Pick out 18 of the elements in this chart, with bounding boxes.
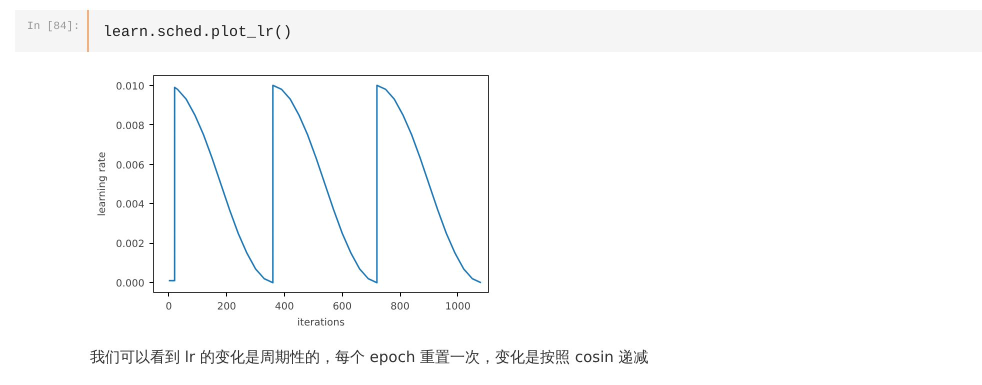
y-axis-title: learning rate — [96, 152, 108, 216]
x-tick-label: 0 — [166, 302, 172, 312]
y-tick-label: 0.010 — [116, 81, 145, 92]
x-tick-label: 800 — [390, 302, 410, 312]
x-tick-label: 600 — [332, 302, 352, 312]
x-tick-label: 200 — [217, 302, 236, 312]
x-tick-label: 1000 — [445, 302, 471, 312]
y-tick-label: 0.000 — [116, 278, 145, 290]
text: 我们可以看到 lr 的变化是周期性的，每个 epoch 重置一次，变化是按照 cosin 递减 — [90, 347, 649, 368]
text: learn.sched.plot_lr() — [103, 23, 292, 43]
line-series — [168, 84, 482, 284]
x-axis-title: iterations — [297, 318, 345, 328]
y-tick-label: 0.006 — [116, 160, 145, 172]
text: In [84]: — [27, 20, 80, 35]
y-tick-label: 0.008 — [116, 120, 145, 132]
y-tick-label: 0.002 — [116, 239, 145, 250]
x-tick-label: 400 — [274, 302, 294, 312]
y-tick-label: 0.004 — [116, 200, 145, 211]
